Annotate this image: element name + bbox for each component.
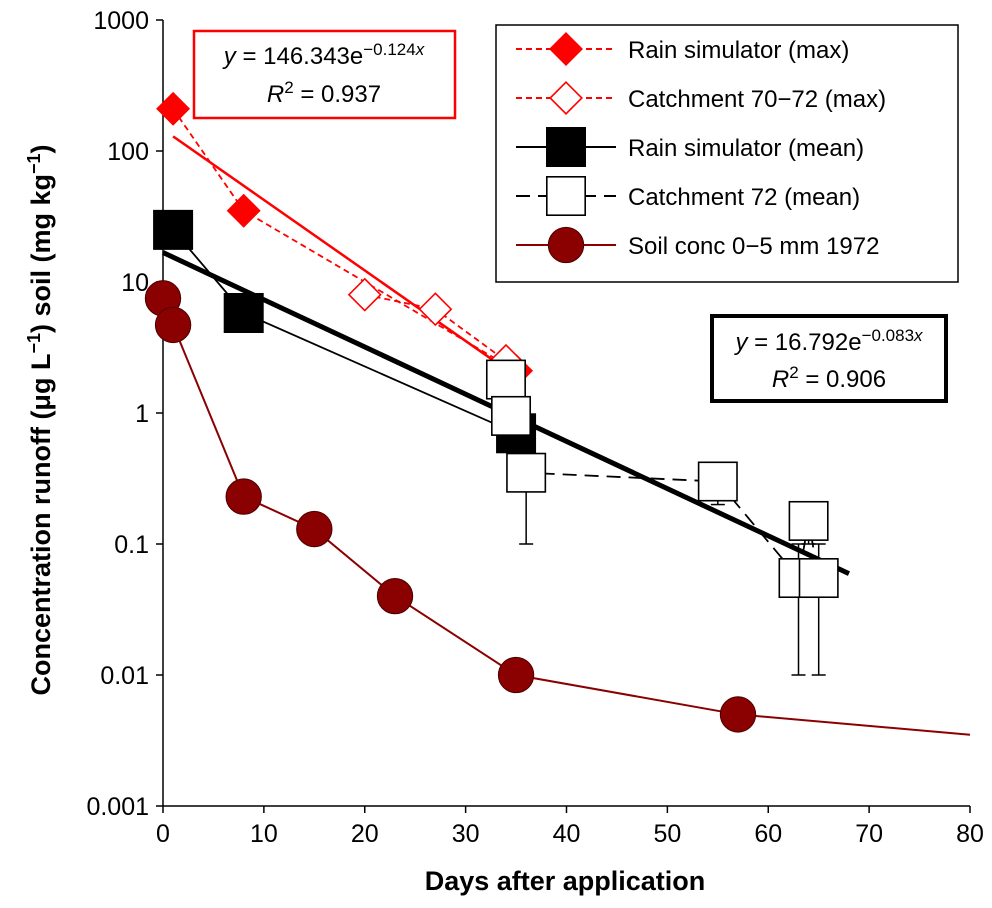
data-point [225,478,262,515]
data-point [154,306,192,344]
y-tick-label: 0.001 [86,793,149,821]
data-point [418,292,453,327]
data-point [485,359,526,400]
data-point [697,461,738,502]
legend-swatch-marker [549,32,583,66]
data-point [376,577,414,615]
x-tick-label: 0 [156,820,170,848]
legend-label: Rain simulator (mean) [628,135,864,162]
x-tick-label: 20 [351,820,379,848]
legend-item: Rain simulator (max) [516,32,849,66]
fit-equation-max-text: y = 146.343e−0.124x [222,40,425,71]
data-point [296,510,333,548]
legend-swatch-marker [545,127,586,168]
series-group [144,91,971,736]
data-point [153,209,194,250]
y-tick-label: 1 [135,400,149,428]
fit-equation-mean-text: y = 16.792e−0.083x [733,326,923,357]
fit-r2-max-text: R2 = 0.937 [267,78,381,109]
x-tick-label: 40 [553,820,581,848]
tick-group: 0 10 20 30 40 50 60 70 80 0.001 0.01 0.1 1 10 100 1000 [86,7,983,848]
legend: Rain simulator (max) Catchment 70−72 (max… [495,24,959,283]
fit-equation-mean-box [710,314,948,403]
data-point [798,558,839,599]
y-tick-label: 10 [121,269,149,297]
legend-item: Rain simulator (mean) [516,127,864,168]
y-tick-label: 100 [107,138,149,166]
fit-equation-max-box [192,29,457,120]
x-tick-label: 30 [452,820,480,848]
data-point [226,193,261,228]
y-tick-label: 0.01 [100,662,149,690]
data-point [156,91,191,126]
series-line [505,379,820,581]
data-point [347,277,382,312]
x-tick-label: 80 [956,820,984,848]
series-3 [485,359,839,676]
x-axis-title: Days after application [425,866,706,896]
y-axis-title: Concentration runoff (μg L−1) soil (mg k… [24,144,56,695]
fit-equation-max: y = 146.343e−0.124x R2 = 0.937 [192,29,457,120]
legend-swatch-marker [545,176,586,217]
legend-item: Soil conc 0−5 mm 1972 [516,226,879,264]
data-point [506,452,547,493]
series-4 [144,280,971,736]
legend-label: Soil conc 0−5 mm 1972 [628,233,879,260]
x-tick-label: 70 [855,820,883,848]
fit-r2-mean-text: R2 = 0.906 [772,363,886,394]
y-tick-label: 1000 [93,7,149,35]
y-tick-label: 0.1 [114,531,149,559]
fit-equation-mean: y = 16.792e−0.083x R2 = 0.906 [710,314,948,403]
data-point [223,292,264,333]
x-tick-label: 50 [653,820,681,848]
legend-label: Catchment 70−72 (max) [628,86,886,113]
data-point [491,395,532,436]
legend-item: Catchment 72 (mean) [516,176,860,217]
legend-swatch-marker [547,226,585,264]
legend-label: Rain simulator (max) [628,37,849,64]
data-point [719,696,757,733]
series-line [162,298,971,736]
x-tick-label: 10 [250,820,278,848]
legend-label: Catchment 72 (mean) [628,184,860,211]
data-point [497,656,535,694]
legend-swatch-marker [549,81,583,115]
data-point [788,500,829,541]
series-0 [156,91,534,388]
x-tick-label: 60 [754,820,782,848]
legend-item: Catchment 70−72 (max) [516,81,886,115]
